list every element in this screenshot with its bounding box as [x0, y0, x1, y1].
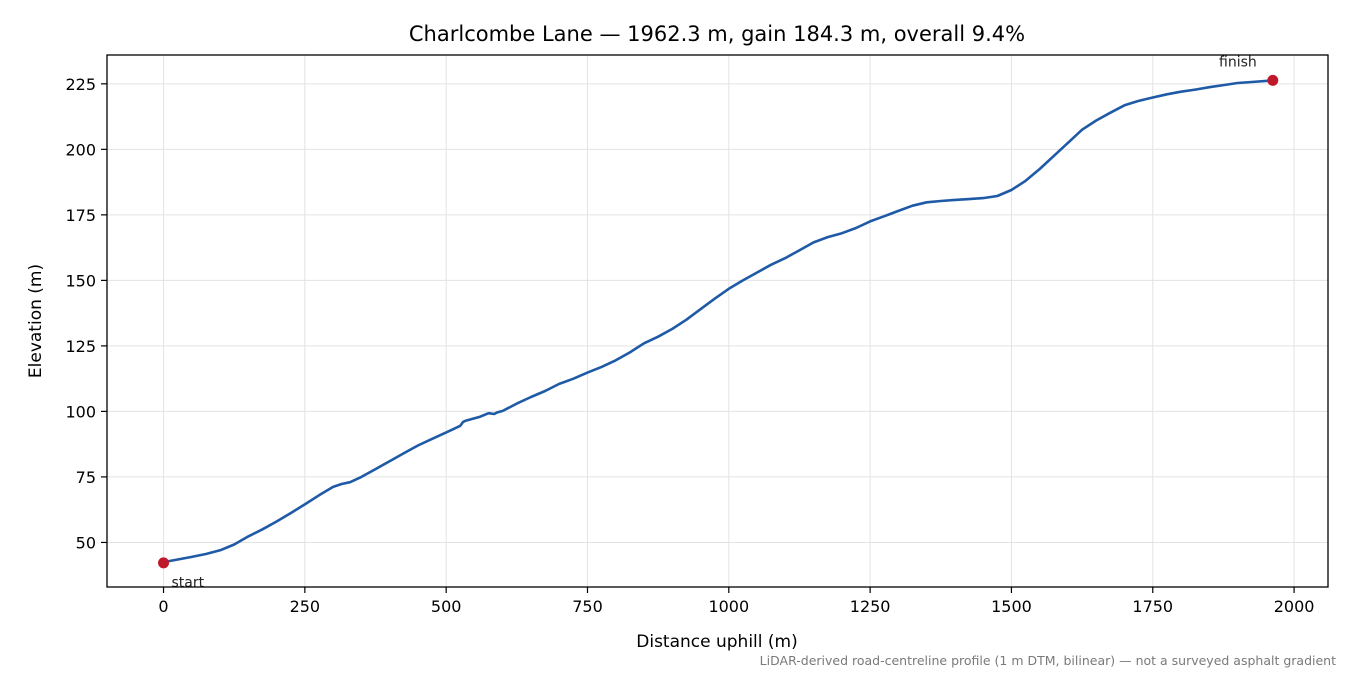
y-tick-label: 75 — [76, 468, 96, 487]
y-tick-label: 200 — [65, 140, 96, 159]
x-tick-label: 750 — [572, 597, 603, 616]
x-tick-label: 250 — [290, 597, 321, 616]
y-tick-label: 50 — [76, 533, 96, 552]
x-axis-label: Distance uphill (m) — [636, 632, 797, 652]
start-label: start — [172, 575, 205, 591]
x-tick-label: 500 — [431, 597, 462, 616]
y-tick-label: 150 — [65, 271, 96, 290]
x-tick-label: 1000 — [708, 597, 749, 616]
axis-ticks: 0 250 500 750 1000 1250 1500 1750 2000 50 75 100 125… — [65, 75, 1314, 616]
finish-label: finish — [1219, 54, 1257, 70]
grid — [107, 55, 1328, 587]
x-tick-label: 1250 — [850, 597, 891, 616]
y-tick-label: 225 — [65, 75, 96, 94]
start-marker — [158, 557, 170, 569]
chart-title: Charlcombe Lane — 1962.3 m, gain 184.3 m… — [409, 22, 1025, 46]
y-tick-label: 125 — [65, 337, 96, 356]
x-tick-label: 1750 — [1132, 597, 1173, 616]
y-tick-label: 100 — [65, 402, 96, 421]
plot-frame — [106, 54, 1329, 588]
elevation-series-line — [162, 79, 1275, 564]
footnote: LiDAR-derived road-centreline profile (1… — [760, 653, 1336, 668]
finish-marker — [1267, 74, 1279, 86]
x-tick-label: 0 — [158, 597, 168, 616]
y-axis-label: Elevation (m) — [26, 264, 46, 378]
series-layer — [162, 79, 1275, 564]
x-tick-label: 1500 — [991, 597, 1032, 616]
x-tick-label: 2000 — [1274, 597, 1315, 616]
y-tick-label: 175 — [65, 206, 96, 225]
